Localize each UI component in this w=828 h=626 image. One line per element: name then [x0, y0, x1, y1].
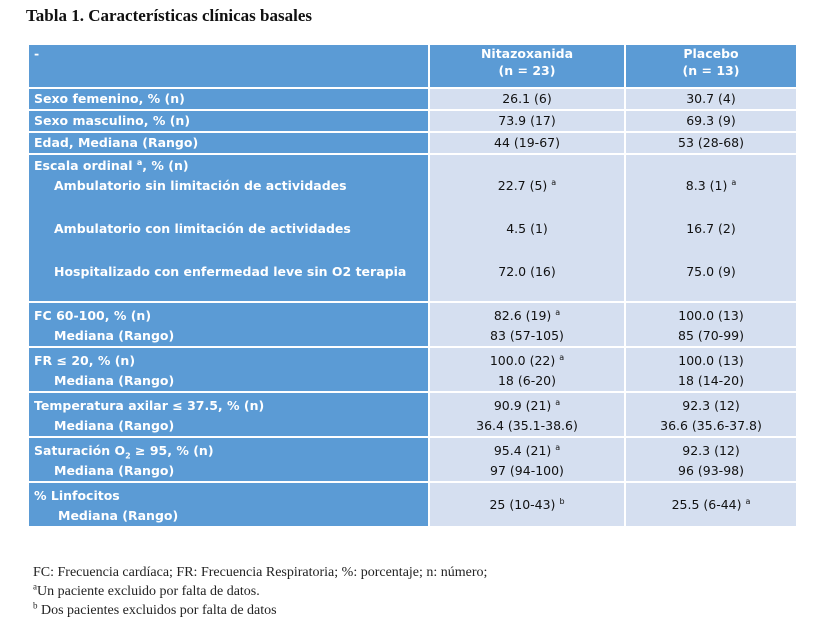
footnote-a-text: Un paciente excluido por falta de datos.: [37, 584, 260, 599]
table-row: Saturación O2 ≥ 95, % (n) Mediana (Rango…: [27, 436, 798, 483]
footnote-mark: a: [555, 397, 561, 407]
cell-nitazoxanida: 26.1 (6): [502, 91, 552, 106]
cell-nitazoxanida: 18 (6-20): [497, 373, 556, 388]
sat-label-post: ≥ 95, % (n): [130, 443, 214, 458]
table-row: Temperatura axilar ≤ 37.5, % (n) Mediana…: [27, 391, 798, 438]
header-dash: -: [34, 46, 40, 61]
cell-nitazoxanida: 44 (19-67): [494, 135, 560, 150]
row-label: FC 60-100, % (n): [34, 308, 152, 323]
row-label: % Linfocitos: [34, 488, 120, 503]
cell-placebo: 16.7 (2): [686, 221, 736, 236]
cell-placebo: 18 (14-20): [678, 373, 744, 388]
clinical-table: - Nitazoxanida (n = 23) Placebo (n = 13)…: [27, 43, 798, 528]
footnote-mark: b: [33, 600, 38, 611]
sub-label: Ambulatorio con limitación de actividade…: [54, 221, 351, 236]
footnote-mark: a: [33, 581, 37, 592]
row-label: Temperatura axilar ≤ 37.5, % (n): [34, 398, 265, 413]
cell-nitazoxanida: 97 (94-100): [490, 463, 564, 478]
cell-placebo: 92.3 (12): [682, 398, 740, 413]
header-col-nitazoxanida: Nitazoxanida (n = 23): [428, 43, 626, 89]
footnote-a: aUn paciente excluido por falta de datos…: [33, 581, 260, 600]
row-label: FR ≤ 20, % (n): [34, 353, 136, 368]
sub-label: Mediana (Rango): [54, 418, 175, 433]
cell-nitazoxanida: 83 (57-105): [490, 328, 564, 343]
footnote-mark: a: [136, 157, 143, 167]
cell-nitazoxanida: 36.4 (35.1-38.6): [476, 418, 578, 433]
cell-nitazoxanida: 4.5 (1): [506, 221, 548, 236]
footnote-b-text: Dos pacientes excluidos por falta de dat…: [41, 603, 277, 618]
footnote-mark: a: [745, 496, 751, 506]
cell-placebo: 85 (70-99): [678, 328, 744, 343]
cell-nitazoxanida: 90.9 (21) a: [435, 396, 619, 416]
row-label-escala: Escala ordinal a, % (n): [34, 156, 423, 176]
footnote-abbreviations: FC: Frecuencia cardíaca; FR: Frecuencia …: [33, 565, 488, 580]
escala-label-suffix: , % (n): [142, 158, 189, 173]
sub-label: Ambulatorio sin limitación de actividade…: [54, 178, 347, 193]
row-label: Sexo femenino, % (n): [34, 91, 185, 106]
cell-nitazoxanida: 72.0 (16): [498, 264, 556, 279]
cell-value: 22.7 (5): [497, 178, 548, 193]
row-label: Saturación O2 ≥ 95, % (n): [34, 441, 423, 461]
cell-placebo: 100.0 (13): [678, 353, 744, 368]
escala-label-text: Escala ordinal: [34, 158, 133, 173]
footnote-b: b Dos pacientes excluidos por falta de d…: [33, 600, 277, 619]
cell-placebo: 8.3 (1) a: [631, 176, 791, 196]
sat-label-pre: Saturación O: [34, 443, 126, 458]
cell-value: 82.6 (19): [493, 308, 552, 323]
cell-placebo: 69.3 (9): [686, 113, 736, 128]
cell-nitazoxanida: 25 (10-43) b: [435, 495, 619, 515]
header-placebo-n: (n = 13): [682, 63, 740, 78]
table-row: Edad, Mediana (Rango) 44 (19-67) 53 (28-…: [27, 131, 798, 155]
row-label: Edad, Mediana (Rango): [34, 135, 199, 150]
table-header-row: - Nitazoxanida (n = 23) Placebo (n = 13): [27, 43, 798, 89]
cell-placebo: 92.3 (12): [682, 443, 740, 458]
cell-placebo: 53 (28-68): [678, 135, 744, 150]
cell-nitazoxanida: 95.4 (21) a: [435, 441, 619, 461]
cell-value: 25 (10-43): [489, 496, 556, 512]
table-row: % Linfocitos Mediana (Rango) 25 (10-43) …: [27, 481, 798, 528]
footnote-mark: a: [731, 177, 737, 187]
cell-placebo: 96 (93-98): [678, 463, 744, 478]
cell-nitazoxanida: 100.0 (22) a: [435, 351, 619, 371]
cell-nitazoxanida: 73.9 (17): [498, 113, 556, 128]
sub-label: Mediana (Rango): [54, 463, 175, 478]
table-row: Sexo femenino, % (n) 26.1 (6) 30.7 (4): [27, 87, 798, 111]
cell-placebo: 100.0 (13): [678, 308, 744, 323]
cell-value: 8.3 (1): [685, 178, 728, 193]
footnote-mark: a: [559, 352, 565, 362]
header-nitazoxanida-name: Nitazoxanida: [480, 46, 574, 61]
sub-label: Hospitalizado con enfermedad leve sin O2…: [54, 264, 407, 279]
subscript: 2: [125, 451, 131, 461]
cell-nitazoxanida: 22.7 (5) a: [435, 176, 619, 196]
cell-value: 90.9 (21): [493, 398, 552, 413]
header-col-variable: -: [27, 43, 430, 89]
footnote-mark: a: [555, 442, 561, 452]
cell-placebo: 36.6 (35.6-37.8): [660, 418, 762, 433]
sub-label: Mediana (Rango): [58, 508, 179, 523]
header-col-placebo: Placebo (n = 13): [624, 43, 798, 89]
cell-placebo: 30.7 (4): [686, 91, 736, 106]
footnote-mark: b: [559, 496, 565, 506]
table-title: Tabla 1. Características clínicas basale…: [26, 6, 312, 25]
header-placebo-name: Placebo: [683, 46, 739, 61]
cell-placebo: 25.5 (6-44) a: [631, 495, 791, 515]
footnote-mark: a: [551, 177, 557, 187]
cell-value: 100.0 (22): [489, 353, 556, 368]
sub-label: Mediana (Rango): [54, 373, 175, 388]
row-label: Sexo masculino, % (n): [34, 113, 191, 128]
footnote-mark: a: [555, 307, 561, 317]
table-row: FC 60-100, % (n) Mediana (Rango) 82.6 (1…: [27, 301, 798, 348]
header-nitazoxanida-n: (n = 23): [498, 63, 556, 78]
cell-value: 95.4 (21): [493, 443, 552, 458]
cell-nitazoxanida: 82.6 (19) a: [435, 306, 619, 326]
cell-placebo: 75.0 (9): [686, 264, 736, 279]
table-row: Sexo masculino, % (n) 73.9 (17) 69.3 (9): [27, 109, 798, 133]
sub-label: Mediana (Rango): [54, 328, 175, 343]
table-row: FR ≤ 20, % (n) Mediana (Rango) 100.0 (22…: [27, 346, 798, 393]
table-row-escala: Escala ordinal a, % (n) Ambulatorio sin …: [27, 153, 798, 303]
cell-value: 25.5 (6-44): [671, 496, 742, 512]
